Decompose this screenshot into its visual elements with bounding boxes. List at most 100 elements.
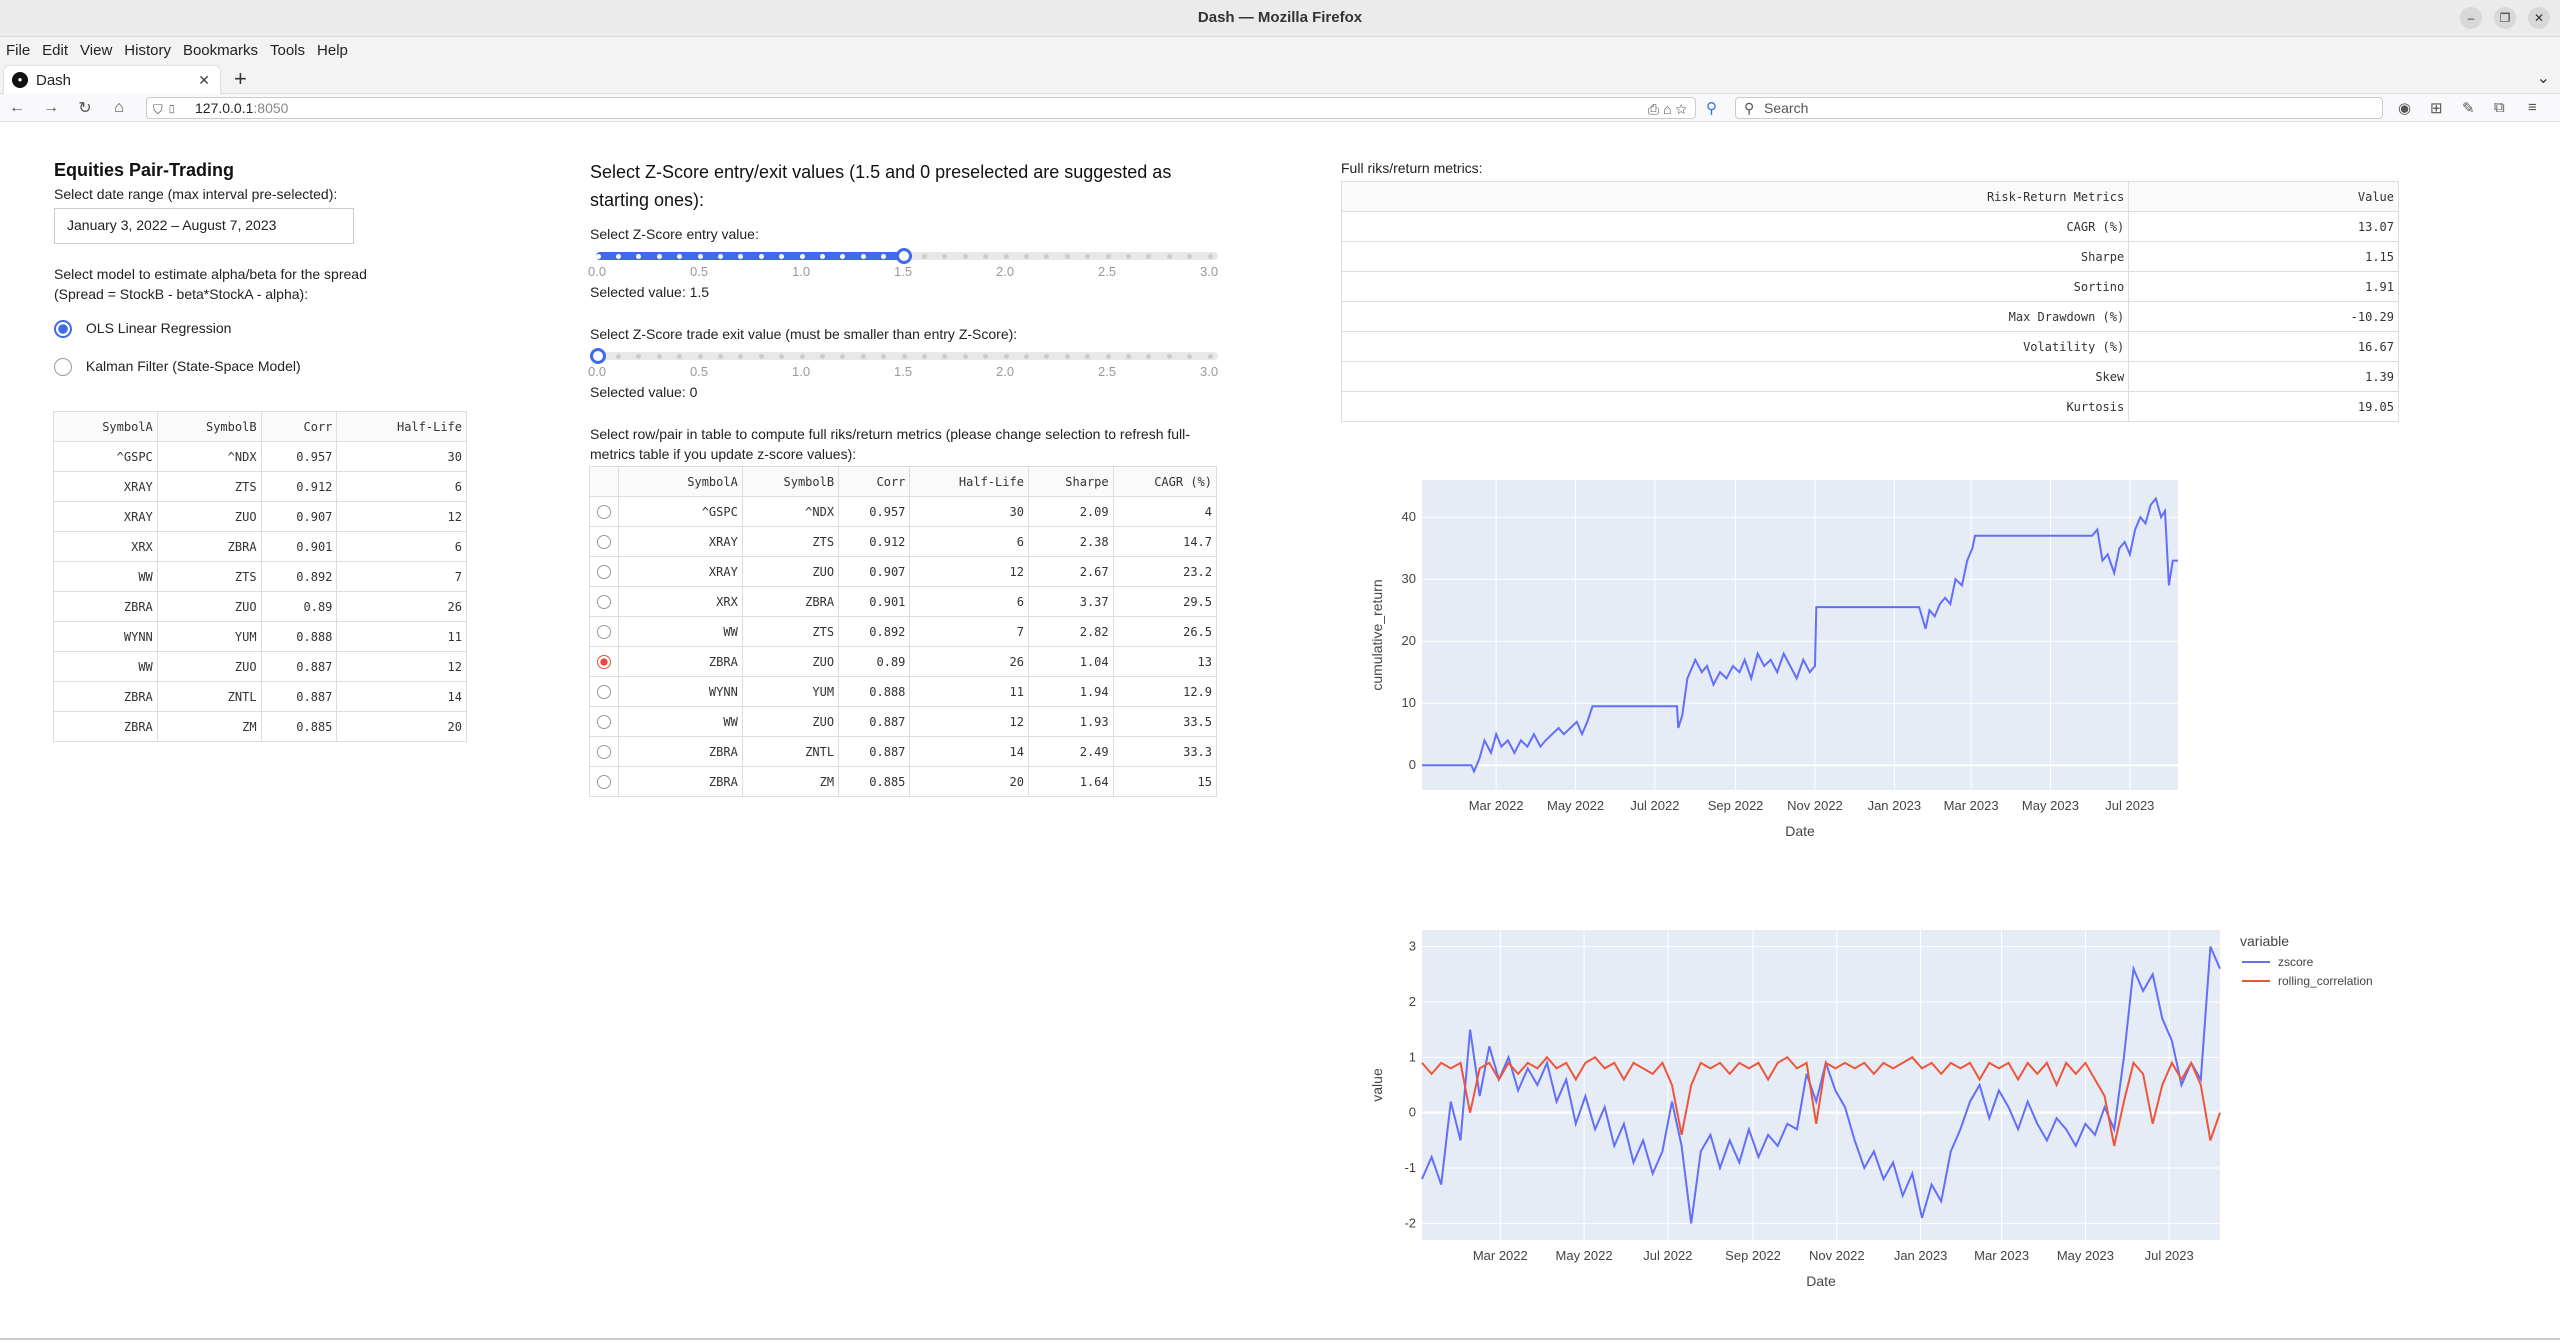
back-icon[interactable]: ← (9, 98, 25, 116)
table-cell[interactable]: 0.957 (838, 496, 911, 527)
ols-radio[interactable] (54, 320, 72, 339)
table-cell[interactable]: 0.912 (260, 471, 338, 502)
table-cell[interactable]: 11 (909, 676, 1029, 707)
legend-entry[interactable]: zscore (2278, 955, 2314, 969)
row-select-cell[interactable] (588, 706, 620, 737)
firefox-account-icon[interactable]: ◉ (2398, 100, 2412, 117)
table-cell[interactable]: ZTS (741, 616, 840, 647)
row-select-cell[interactable] (588, 676, 620, 707)
table-cell[interactable]: WW (618, 706, 743, 737)
table-cell[interactable]: 33.5 (1112, 706, 1218, 737)
table-cell[interactable]: 0.89 (838, 646, 911, 677)
table-row[interactable]: WW ZTS 0.892 7 (53, 561, 467, 592)
table-cell[interactable]: 0.892 (260, 561, 338, 592)
table-cell[interactable]: 6 (909, 586, 1029, 617)
table-row[interactable]: ZBRA ZUO 0.89 26 (53, 591, 467, 622)
col-symbola[interactable]: SymbolA (618, 466, 743, 497)
table-row[interactable]: XRAY ZTS 0.912 6 2.38 14.7 (588, 526, 1218, 557)
table-cell[interactable]: 3.37 (1027, 586, 1114, 617)
minimize-icon[interactable]: – (2460, 7, 2482, 29)
table-cell[interactable]: ZBRA (53, 681, 158, 712)
table-cell[interactable]: 6 (909, 526, 1029, 557)
table-cell[interactable]: 15 (1112, 766, 1218, 797)
table-cell[interactable]: XRAY (53, 501, 158, 532)
table-cell[interactable]: ZBRA (618, 766, 743, 797)
table-cell[interactable]: WW (53, 561, 158, 592)
zscore-correlation-chart[interactable]: Mar 2022 May 2022 Jul 2022 Sep 2022 Nov 2022… (1360, 918, 2420, 1318)
table-cell[interactable]: 1.93 (1027, 706, 1114, 737)
exit-slider[interactable] (590, 348, 1218, 372)
extension-icon[interactable]: ⊞ (2430, 100, 2443, 117)
table-cell[interactable]: 12 (909, 706, 1029, 737)
table-cell[interactable]: 14 (336, 681, 467, 712)
extension-2-icon[interactable]: ✎ (2462, 100, 2475, 117)
menu-help[interactable]: Help (317, 42, 348, 59)
table-cell[interactable]: 14.7 (1112, 526, 1218, 557)
table-row[interactable]: XRX ZBRA 0.901 6 3.37 29.5 (588, 586, 1218, 617)
table-cell[interactable]: ^NDX (156, 441, 262, 472)
table-cell[interactable]: ZBRA (156, 531, 262, 562)
table-cell[interactable]: XRAY (618, 526, 743, 557)
col-symbolb[interactable]: SymbolB (741, 466, 840, 497)
row-select-radio[interactable] (597, 774, 612, 789)
table-cell[interactable]: 30 (336, 441, 467, 472)
table-cell[interactable]: 1.04 (1027, 646, 1114, 677)
table-cell[interactable]: 12 (909, 556, 1029, 587)
table-cell[interactable]: WYNN (618, 676, 743, 707)
series-line-zscore[interactable] (1421, 946, 2221, 1224)
table-cell[interactable]: 0.885 (838, 766, 911, 797)
table-row[interactable]: XRAY ZTS 0.912 6 (53, 471, 467, 502)
table-row[interactable]: WW ZUO 0.887 12 (53, 651, 467, 682)
row-select-radio[interactable] (597, 504, 612, 519)
entry-slider-handle[interactable] (896, 248, 912, 264)
hamburger-menu-icon[interactable]: ≡ (2528, 99, 2537, 116)
restore-icon[interactable]: ❐ (2494, 7, 2516, 29)
menu-edit[interactable]: Edit (42, 42, 69, 59)
table-cell[interactable]: 26.5 (1112, 616, 1218, 647)
table-cell[interactable]: 12 (336, 501, 467, 532)
table-cell[interactable]: 4 (1112, 496, 1218, 527)
table-cell[interactable]: ZBRA (53, 711, 158, 742)
table-row[interactable]: ^GSPC ^NDX 0.957 30 2.09 4 (588, 496, 1218, 527)
row-select-radio[interactable] (597, 714, 612, 729)
table-cell[interactable]: YUM (156, 621, 262, 652)
row-select-cell[interactable] (588, 616, 620, 647)
table-cell[interactable]: 2.38 (1027, 526, 1114, 557)
browser-tab[interactable]: ● Dash ✕ (4, 66, 220, 94)
model-option-kalman[interactable]: Kalman Filter (State-Space Model) (54, 356, 301, 377)
table-row[interactable]: ^GSPC ^NDX 0.957 30 (53, 441, 467, 472)
table-cell[interactable]: 12.9 (1112, 676, 1218, 707)
list-tabs-icon[interactable]: ⌄ (2536, 70, 2550, 87)
table-cell[interactable]: 0.887 (838, 736, 911, 767)
forward-icon[interactable]: → (43, 98, 59, 116)
table-cell[interactable]: WW (618, 616, 743, 647)
table-cell[interactable]: ZUO (156, 651, 262, 682)
table-cell[interactable]: ZTS (741, 526, 840, 557)
exit-slider-handle[interactable] (590, 348, 606, 364)
menu-file[interactable]: File (6, 42, 31, 59)
table-cell[interactable]: 2.09 (1027, 496, 1114, 527)
table-cell[interactable]: 29.5 (1112, 586, 1218, 617)
table-row[interactable]: ZBRA ZM 0.885 20 (53, 711, 467, 742)
table-cell[interactable]: ZNTL (741, 736, 840, 767)
table-cell[interactable]: ZUO (156, 591, 262, 622)
table-row[interactable]: XRX ZBRA 0.901 6 (53, 531, 467, 562)
table-cell[interactable]: 0.887 (838, 706, 911, 737)
date-range-picker[interactable]: January 3, 2022 – August 7, 2023 (54, 208, 354, 244)
table-cell[interactable]: 14 (909, 736, 1029, 767)
table-cell[interactable]: ZBRA (618, 736, 743, 767)
reload-icon[interactable]: ↻ (78, 99, 92, 117)
col-symbolb[interactable]: SymbolB (156, 411, 262, 442)
table-cell[interactable]: ZNTL (156, 681, 262, 712)
table-cell[interactable]: ZUO (741, 556, 840, 587)
table-cell[interactable]: XRAY (618, 556, 743, 587)
table-cell[interactable]: 7 (909, 616, 1029, 647)
row-select-radio[interactable] (597, 684, 612, 699)
table-cell[interactable]: XRAY (53, 471, 158, 502)
table-cell[interactable]: WYNN (53, 621, 158, 652)
table-cell[interactable]: 0.888 (260, 621, 338, 652)
extensions-puzzle-icon[interactable]: ⧉ (2494, 99, 2505, 116)
table-cell[interactable]: ZM (156, 711, 262, 742)
row-select-cell[interactable] (588, 646, 620, 677)
table-cell[interactable]: 6 (336, 531, 467, 562)
